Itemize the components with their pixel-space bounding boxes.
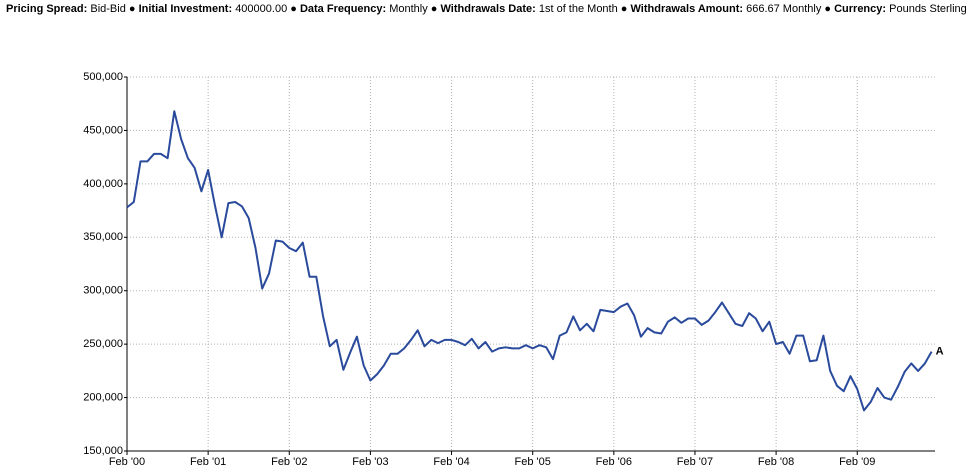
header-label: Data Frequency: xyxy=(299,3,387,15)
header-value: Pounds Sterling xyxy=(889,3,967,15)
separator: ● xyxy=(427,3,441,15)
header-value: 1st of the Month xyxy=(538,3,618,15)
header-value: 666.67 Monthly xyxy=(746,3,822,15)
separator: ● xyxy=(821,3,835,15)
y-tick-label: 200,000 xyxy=(83,391,123,403)
y-tick-label: 400,000 xyxy=(83,178,123,190)
x-tick-label: Feb '01 xyxy=(190,456,226,468)
y-tick-label: 150,000 xyxy=(83,445,123,457)
separator: ● xyxy=(617,3,631,15)
y-tick-label: 450,000 xyxy=(83,124,123,136)
x-tick-label: Feb '07 xyxy=(677,456,713,468)
x-tick-label: Feb '04 xyxy=(433,456,469,468)
header-label: Pricing Spread: xyxy=(6,3,88,15)
header-value: Monthly xyxy=(389,3,428,15)
x-tick-label: Feb '00 xyxy=(109,456,145,468)
y-tick-label: 500,000 xyxy=(83,71,123,83)
y-tick-label: 300,000 xyxy=(83,285,123,297)
x-tick-label: Feb '08 xyxy=(758,456,794,468)
header-label: Currency: xyxy=(834,3,887,15)
x-tick-label: Feb '06 xyxy=(596,456,632,468)
header-value: Bid-Bid xyxy=(90,3,126,15)
x-tick-label: Feb '02 xyxy=(271,456,307,468)
y-tick-label: 350,000 xyxy=(83,231,123,243)
separator: ● xyxy=(287,3,300,15)
header-value: 400000.00 xyxy=(235,3,288,15)
header-label: Withdrawals Amount: xyxy=(630,3,744,15)
x-tick-label: Feb '03 xyxy=(352,456,388,468)
header-label: Initial Investment: xyxy=(138,3,233,15)
series-line xyxy=(126,110,933,412)
header: Pricing Spread: Bid-Bid ● Initial Invest… xyxy=(6,3,967,15)
header-label: Withdrawals Date: xyxy=(440,3,536,15)
x-tick-label: Feb '05 xyxy=(515,456,551,468)
series-label: A xyxy=(936,346,944,358)
x-tick-label: Feb '09 xyxy=(839,456,875,468)
separator: ● xyxy=(125,3,139,15)
y-tick-label: 250,000 xyxy=(83,338,123,350)
